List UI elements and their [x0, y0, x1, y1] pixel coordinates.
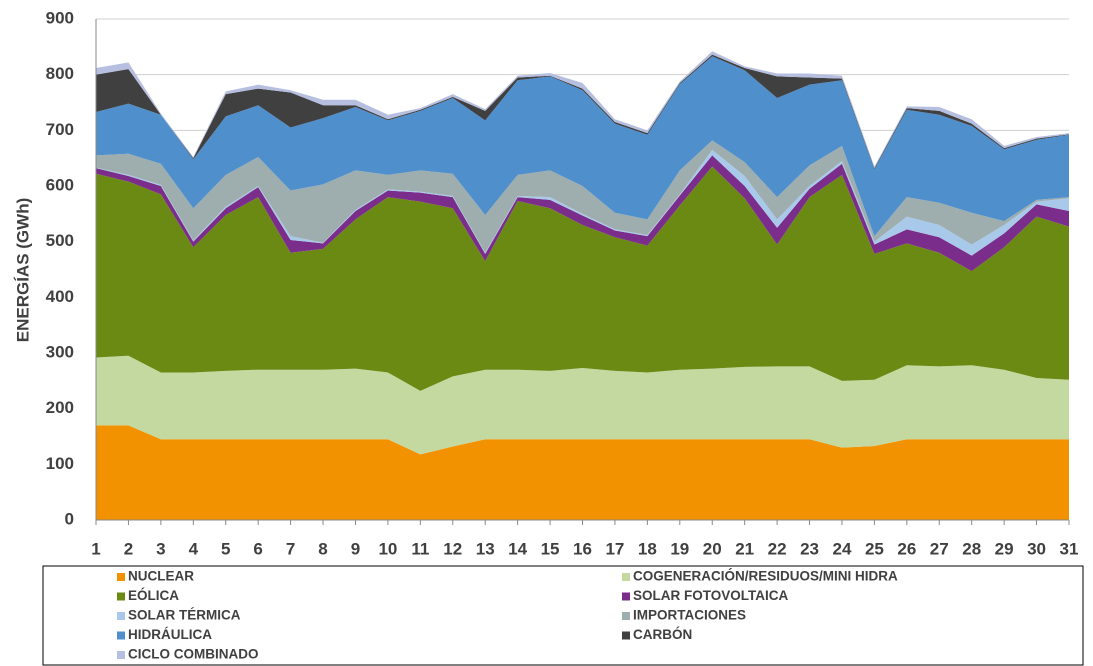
legend-label: SOLAR TÉRMICA: [128, 608, 241, 623]
x-tick-label: 19: [670, 539, 689, 558]
x-tick-label: 27: [930, 539, 949, 558]
x-tick-label: 26: [897, 539, 916, 558]
x-tick-label: 8: [318, 539, 327, 558]
area: [96, 155, 1069, 272]
y-tick-label: 500: [46, 231, 74, 250]
x-tick-label: 10: [378, 539, 397, 558]
x-tick-label: 13: [476, 539, 495, 558]
x-tick-label: 22: [768, 539, 787, 558]
y-tick-label: 0: [65, 509, 74, 528]
y-tick-label: 200: [46, 398, 74, 417]
area: [96, 56, 1069, 237]
x-tick-label: 25: [865, 539, 884, 558]
x-tick-label: 11: [411, 539, 429, 558]
legend-swatch: [117, 592, 125, 601]
legend-label: HIDRÁULICA: [128, 627, 212, 642]
x-tick-label: 21: [735, 539, 754, 558]
y-tick-label: 100: [46, 454, 74, 473]
x-tick-label: 5: [221, 539, 230, 558]
x-tick-label: 23: [800, 539, 819, 558]
legend-swatch: [622, 631, 630, 640]
area: [96, 355, 1069, 455]
x-tick-label: 18: [638, 539, 657, 558]
x-tick-label: 24: [833, 539, 852, 558]
area: [96, 140, 1069, 253]
y-tick-label: 700: [46, 120, 74, 139]
y-tick-label: 400: [46, 287, 74, 306]
x-tick-label: 28: [962, 539, 981, 558]
x-tick-label: 30: [1027, 539, 1046, 558]
x-tick-label: 20: [703, 539, 722, 558]
x-tick-label: 3: [156, 539, 165, 558]
legend-box: [42, 565, 1084, 666]
area: [96, 166, 1069, 391]
legend-label: CICLO COMBINADO: [128, 647, 259, 662]
y-axis-label: ENERGÍAS (GWh): [13, 198, 32, 343]
legend-swatch: [117, 631, 125, 640]
area: [96, 149, 1069, 256]
x-tick-label: 12: [443, 539, 462, 558]
legend-swatch: [117, 573, 125, 581]
legend-swatch: [622, 612, 630, 620]
area: [96, 425, 1069, 520]
legend-label: NUCLEAR: [128, 569, 194, 584]
legend-label: IMPORTACIONES: [633, 608, 746, 623]
x-tick-label: 14: [508, 539, 527, 558]
y-tick-label: 800: [46, 64, 74, 83]
legend-swatch: [117, 612, 125, 620]
x-tick-label: 4: [189, 539, 199, 558]
x-tick-label: 31: [1060, 539, 1079, 558]
legend-label: SOLAR FOTOVOLTAICA: [633, 588, 788, 603]
x-tick-label: 15: [541, 539, 560, 558]
legend-swatch: [117, 651, 125, 659]
legend-label: EÓLICA: [128, 588, 179, 603]
x-tick-label: 9: [351, 539, 360, 558]
x-tick-label: 7: [286, 539, 295, 558]
x-tick-label: 16: [573, 539, 592, 558]
x-tick-label: 1: [91, 539, 100, 558]
x-tick-label: 6: [253, 539, 262, 558]
x-tick-label: 2: [124, 539, 133, 558]
legend-swatch: [622, 592, 630, 601]
legend-label: COGENERACIÓN/RESIDUOS/MINI HIDRA: [633, 569, 898, 584]
x-tick-label: 29: [995, 539, 1014, 558]
y-tick-label: 900: [46, 8, 74, 27]
legend-swatch: [622, 573, 630, 581]
x-tick-label: 17: [605, 539, 624, 558]
legend-label: CARBÓN: [633, 627, 692, 642]
y-tick-label: 600: [46, 175, 74, 194]
area: [96, 54, 1069, 170]
y-tick-label: 300: [46, 342, 74, 361]
